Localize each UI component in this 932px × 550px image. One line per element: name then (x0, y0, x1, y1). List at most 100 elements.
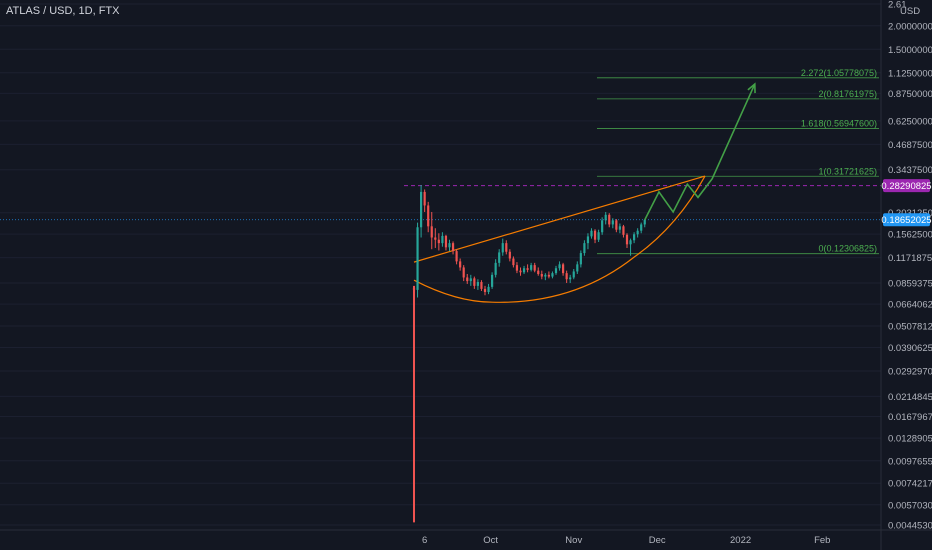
projection-line[interactable] (644, 83, 756, 221)
x-tick-label: Dec (649, 535, 666, 546)
candle-body (565, 273, 568, 280)
candle-body (572, 271, 575, 278)
fib-level-label: 0(0.12306825) (818, 244, 877, 254)
x-tick-label: 6 (422, 535, 427, 546)
candle-body (601, 220, 604, 233)
y-tick-label: 0.05078125 (888, 322, 932, 333)
candle-body (508, 251, 511, 259)
cup-curve[interactable] (413, 175, 706, 303)
candle-body (530, 265, 533, 270)
candle-body (633, 234, 636, 241)
candle-body (466, 277, 469, 282)
candle-body (437, 239, 440, 244)
candle-body (416, 227, 419, 290)
x-tick-label: 2022 (730, 535, 751, 546)
candle-body (544, 274, 547, 277)
candle-body (491, 274, 494, 287)
candle-body (469, 278, 472, 282)
candle-body (505, 243, 508, 252)
candle-body (430, 226, 433, 238)
candle-body (611, 220, 614, 225)
y-tick-label: 0.06640625 (888, 300, 932, 311)
y-tick-label: 2.61 (888, 0, 907, 11)
candle-body (554, 268, 558, 274)
candle-body (519, 270, 522, 273)
candle-body (569, 277, 572, 280)
upper-trendline[interactable] (413, 175, 706, 263)
y-tick-label: 0.00742175 (888, 479, 932, 490)
arrow-head-icon (747, 82, 756, 94)
fib-level-label: 2.272(1.05778075) (801, 68, 877, 78)
candle-body (622, 226, 625, 235)
candle-body (459, 261, 462, 268)
current-price-tag-bg (883, 213, 930, 227)
candle-body (427, 205, 430, 227)
candle-body (483, 288, 487, 293)
high-price-tag: 0.28290825 (881, 181, 931, 192)
candle-body (487, 286, 490, 293)
candle-body (451, 243, 455, 252)
candle-body (597, 232, 600, 240)
x-tick-label: Nov (565, 535, 582, 546)
candle-body (608, 214, 611, 225)
projection-path[interactable] (644, 82, 756, 221)
candle-body (412, 287, 416, 290)
candles (412, 185, 646, 523)
candle-body (448, 243, 451, 248)
candle-body (537, 270, 540, 274)
candle-body (615, 220, 618, 230)
x-tick-label: Oct (483, 535, 498, 546)
candle-body (420, 191, 423, 228)
currency-label: USD (900, 6, 920, 17)
candle-body (434, 237, 437, 240)
candle-body (494, 262, 497, 275)
horizontal-lines[interactable] (0, 185, 881, 221)
candle-body (462, 267, 465, 278)
y-tick-label: 2.00000000 (888, 21, 932, 32)
y-tick-label: 0.00445300 (888, 521, 932, 532)
candle-body (441, 235, 444, 244)
candle-body (618, 226, 621, 230)
x-tick-label: Feb (814, 535, 830, 546)
candle-body (590, 230, 593, 237)
chart-title: ATLAS / USD, 1D, FTX (6, 5, 120, 17)
fib-extension[interactable]: 2.272(1.05778075) 2(0.81761975) 1.618(0.56… (597, 68, 879, 255)
fib-level-label: 1.618(0.56947600) (801, 118, 877, 128)
price-tags: 0.18652025 0.28290825 (881, 179, 932, 227)
candle-body (501, 243, 504, 253)
candle-body (522, 268, 526, 273)
candle-body (512, 258, 515, 266)
y-tick-label: 1.50000000 (888, 45, 932, 56)
cup-pattern[interactable] (413, 175, 706, 303)
candle-body (636, 230, 639, 235)
candle-body (629, 240, 632, 245)
grid (0, 3, 881, 526)
candle-body (498, 252, 501, 263)
current-price-tag: 0.18652025 (881, 215, 931, 226)
candle-body (540, 273, 543, 277)
candle-body (455, 251, 458, 262)
candle-body (526, 268, 529, 270)
candle-body (576, 264, 579, 272)
candle-body (640, 224, 643, 231)
candle-body (593, 230, 597, 240)
time-axis[interactable]: 6 Oct Nov Dec 2022 Feb (422, 535, 830, 546)
candle-body (579, 253, 582, 265)
candle-body (547, 274, 550, 277)
fib-level-label: 2(0.81761975) (818, 89, 877, 99)
candle-body (423, 191, 426, 206)
